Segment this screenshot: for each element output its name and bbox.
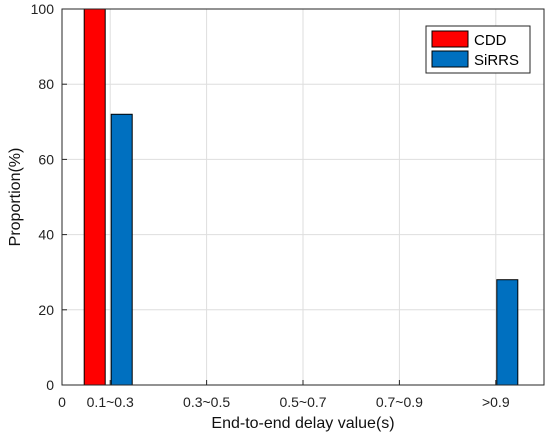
y-tick-label-100: 100 xyxy=(31,1,55,17)
legend-swatch-sirrs xyxy=(431,50,469,68)
grid-lines xyxy=(62,9,544,385)
y-tick-label-20: 20 xyxy=(38,302,54,318)
bar-series xyxy=(83,8,519,386)
legend-label-sirrs: SiRRS xyxy=(474,52,519,69)
x-axis-ticks: 0 0.1~0.3 0.3~0.5 0.5~0.7 0.7~0.9 >0.9 xyxy=(58,380,510,410)
legend-label-cdd: CDD xyxy=(474,32,507,49)
x-tick-label-3: 0.5~0.7 xyxy=(279,394,326,410)
x-tick-label-5: >0.9 xyxy=(482,394,510,410)
x-tick-label-1: 0.1~0.3 xyxy=(87,394,134,410)
y-tick-label-80: 80 xyxy=(38,76,54,92)
y-tick-label-0: 0 xyxy=(46,377,54,393)
bar-sirrs-1 xyxy=(110,113,133,386)
x-tick-label-2: 0.3~0.5 xyxy=(183,394,230,410)
y-axis-ticks: 0 20 40 60 80 100 xyxy=(31,1,67,393)
x-tick-label-4: 0.7~0.9 xyxy=(376,394,423,410)
bar-sirrs-5 xyxy=(496,279,519,386)
bar-cdd-1 xyxy=(83,8,106,386)
legend-swatch-cdd xyxy=(431,30,469,48)
x-tick-label-0: 0 xyxy=(58,394,66,410)
legend: CDD SiRRS xyxy=(425,25,531,74)
y-tick-label-60: 60 xyxy=(38,151,54,167)
y-tick-label-40: 40 xyxy=(38,227,54,243)
x-axis-label: End-to-end delay value(s) xyxy=(211,415,394,432)
y-axis-label: Proportion(%) xyxy=(7,148,24,247)
